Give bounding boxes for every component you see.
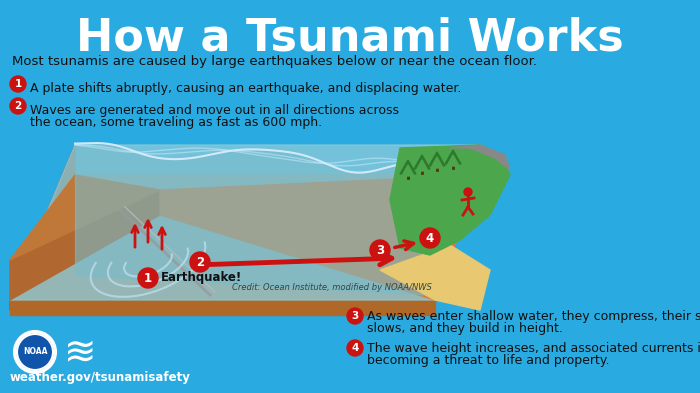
Text: slows, and they build in height.: slows, and they build in height.	[367, 322, 563, 335]
Circle shape	[10, 76, 26, 92]
Polygon shape	[10, 145, 480, 300]
Text: 3: 3	[376, 244, 384, 257]
Text: Earthquake!: Earthquake!	[161, 272, 242, 285]
Text: The wave height increases, and associated currents intensify,: The wave height increases, and associate…	[367, 342, 700, 355]
Circle shape	[464, 188, 472, 196]
Circle shape	[17, 334, 53, 370]
Text: 2: 2	[196, 255, 204, 268]
Polygon shape	[10, 175, 160, 260]
Polygon shape	[445, 150, 461, 164]
Text: weather.gov/tsunamisafety: weather.gov/tsunamisafety	[10, 371, 190, 384]
Text: Credit: Ocean Institute, modified by NOAA/NWS: Credit: Ocean Institute, modified by NOA…	[232, 283, 432, 292]
Polygon shape	[380, 245, 490, 310]
Polygon shape	[10, 175, 480, 300]
Circle shape	[14, 331, 56, 373]
Polygon shape	[414, 155, 430, 169]
Text: 2: 2	[15, 101, 22, 111]
Polygon shape	[10, 145, 75, 310]
Polygon shape	[450, 145, 510, 170]
Polygon shape	[160, 175, 480, 300]
Polygon shape	[400, 160, 416, 174]
Polygon shape	[402, 165, 414, 176]
Polygon shape	[10, 300, 435, 315]
Text: ≋: ≋	[64, 333, 97, 371]
Text: 1: 1	[15, 79, 22, 89]
Circle shape	[190, 252, 210, 272]
Circle shape	[347, 340, 363, 356]
Polygon shape	[447, 155, 459, 166]
Circle shape	[138, 268, 158, 288]
Text: becoming a threat to life and property.: becoming a threat to life and property.	[367, 354, 610, 367]
Text: A plate shifts abruptly, causing an earthquake, and displacing water.: A plate shifts abruptly, causing an eart…	[30, 82, 461, 95]
Circle shape	[347, 308, 363, 324]
Polygon shape	[390, 145, 510, 255]
Polygon shape	[10, 190, 160, 300]
Text: 4: 4	[351, 343, 358, 353]
Text: Most tsunamis are caused by large earthquakes below or near the ocean floor.: Most tsunamis are caused by large earthq…	[12, 55, 537, 68]
Polygon shape	[431, 157, 443, 168]
Text: 3: 3	[351, 311, 358, 321]
Text: the ocean, some traveling as fast as 600 mph.: the ocean, some traveling as fast as 600…	[30, 116, 322, 129]
Circle shape	[370, 240, 390, 260]
Circle shape	[420, 228, 440, 248]
Polygon shape	[416, 160, 428, 171]
Text: As waves enter shallow water, they compress, their speed: As waves enter shallow water, they compr…	[367, 310, 700, 323]
Circle shape	[10, 98, 26, 114]
Text: Waves are generated and move out in all directions across: Waves are generated and move out in all …	[30, 104, 399, 117]
Text: How a Tsunami Works: How a Tsunami Works	[76, 17, 624, 59]
Text: 4: 4	[426, 231, 434, 244]
Polygon shape	[429, 152, 445, 166]
Text: 1: 1	[144, 272, 152, 285]
Text: NOAA: NOAA	[22, 347, 48, 356]
